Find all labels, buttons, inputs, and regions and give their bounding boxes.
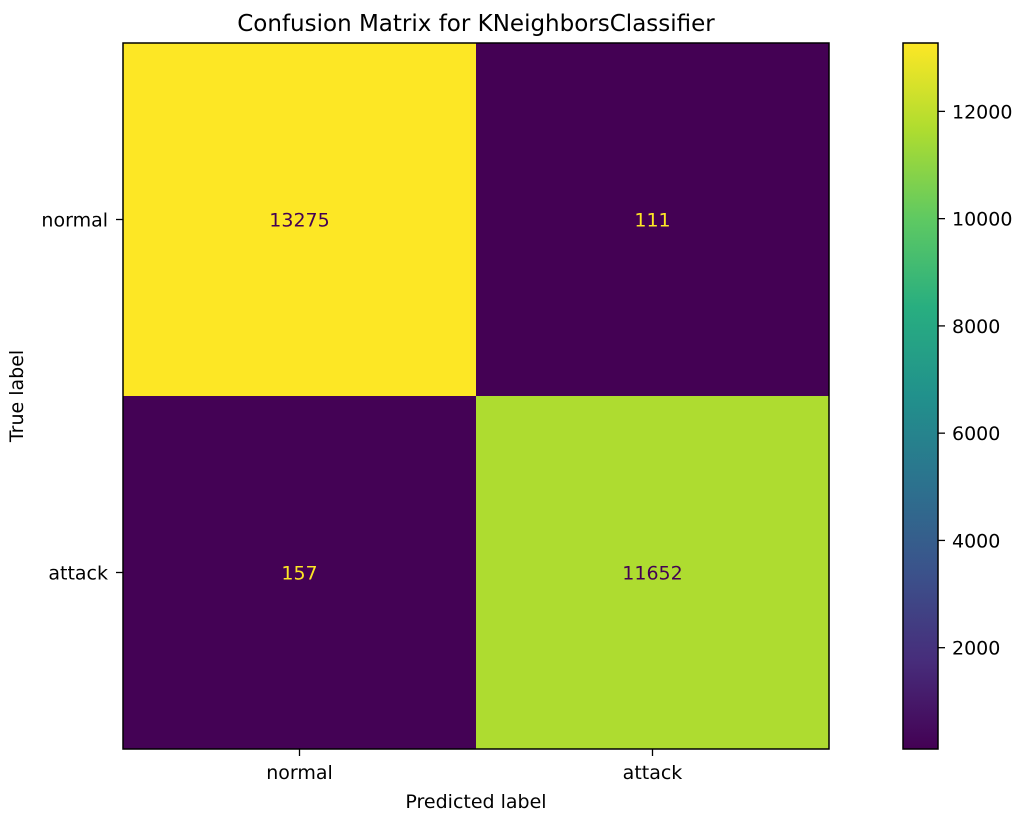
y-tick-label: normal: [41, 210, 108, 232]
plot-frame: [122, 42, 830, 750]
matrix-cell: [476, 43, 829, 396]
cell-value-label: 13275: [269, 210, 329, 232]
x-tick-label: normal: [266, 762, 333, 784]
cell-value-label: 157: [281, 563, 317, 585]
colorbar-ticks: 2000 4000 6000 8000 10000 12000: [938, 101, 1012, 660]
colorbar-tick-label: 2000: [952, 638, 1000, 660]
matrix-cell-labels: 13275 111 157 11652: [269, 210, 682, 585]
y-axis-ticks: normal attack: [41, 210, 123, 585]
colorbar: [902, 42, 939, 750]
matrix-cell: [123, 43, 476, 396]
colorbar-tick-label: 10000: [952, 209, 1012, 231]
matrix-cells: [123, 43, 829, 749]
cell-value-label: 111: [634, 210, 670, 232]
matrix-cell: [123, 396, 476, 749]
y-tick-label: attack: [48, 563, 108, 585]
y-axis-label: True label: [6, 350, 28, 443]
cell-value-label: 11652: [622, 563, 682, 585]
colorbar-tick-label: 4000: [952, 530, 1000, 552]
matrix-cell: [476, 396, 829, 749]
x-tick-label: attack: [623, 762, 683, 784]
colorbar-tick-label: 8000: [952, 316, 1000, 338]
colorbar-tick-label: 6000: [952, 423, 1000, 445]
chart-title: Confusion Matrix for KNeighborsClassifie…: [237, 11, 715, 37]
x-axis-ticks: normal attack: [266, 749, 682, 784]
colorbar-tick-label: 12000: [952, 101, 1012, 123]
x-axis-label: Predicted label: [405, 791, 546, 813]
